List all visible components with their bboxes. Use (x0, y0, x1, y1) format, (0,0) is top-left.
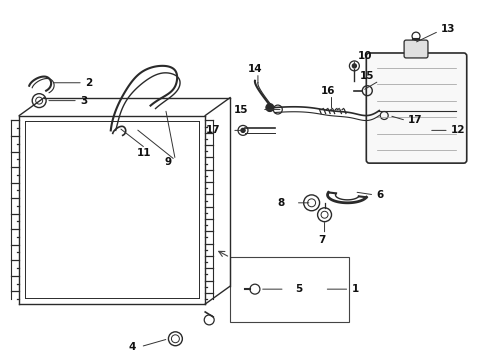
FancyBboxPatch shape (404, 40, 428, 58)
Text: 17: 17 (205, 125, 220, 135)
Text: 9: 9 (165, 157, 172, 167)
Text: 1: 1 (351, 284, 359, 294)
Text: 16: 16 (321, 86, 336, 96)
Text: 5: 5 (294, 284, 302, 294)
Text: 13: 13 (441, 24, 455, 34)
Circle shape (352, 64, 356, 68)
Text: 14: 14 (247, 64, 262, 74)
Text: 10: 10 (357, 51, 372, 61)
Text: 15: 15 (360, 71, 374, 81)
Text: 4: 4 (129, 342, 136, 352)
Text: 17: 17 (408, 116, 423, 126)
Text: 7: 7 (318, 234, 325, 244)
Text: 11: 11 (136, 148, 151, 158)
Text: 3: 3 (80, 96, 87, 105)
FancyBboxPatch shape (367, 53, 467, 163)
Text: 15: 15 (233, 104, 248, 114)
Text: 2: 2 (85, 78, 92, 88)
Circle shape (241, 129, 245, 132)
Text: 12: 12 (451, 125, 465, 135)
Text: 8: 8 (277, 198, 285, 208)
Text: 6: 6 (376, 190, 384, 200)
Bar (230, 257, 349, 322)
Circle shape (266, 104, 274, 112)
